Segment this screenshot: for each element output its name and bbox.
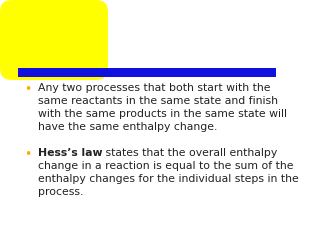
Text: with the same products in the same state will: with the same products in the same state… — [38, 109, 287, 119]
Text: have the same enthalpy change.: have the same enthalpy change. — [38, 122, 217, 132]
Text: Any two processes that both start with the: Any two processes that both start with t… — [38, 83, 270, 93]
Text: states that the overall enthalpy: states that the overall enthalpy — [102, 148, 278, 158]
Bar — [18, 68, 276, 77]
Text: enthalpy changes for the individual steps in the: enthalpy changes for the individual step… — [38, 174, 299, 184]
Text: •: • — [24, 83, 32, 96]
Text: same reactants in the same state and finish: same reactants in the same state and fin… — [38, 96, 278, 106]
Text: change in a reaction is equal to the sum of the: change in a reaction is equal to the sum… — [38, 161, 293, 171]
Text: process.: process. — [38, 187, 84, 197]
Text: •: • — [24, 148, 32, 161]
Text: Hess’s law: Hess’s law — [38, 148, 102, 158]
FancyBboxPatch shape — [0, 0, 108, 80]
